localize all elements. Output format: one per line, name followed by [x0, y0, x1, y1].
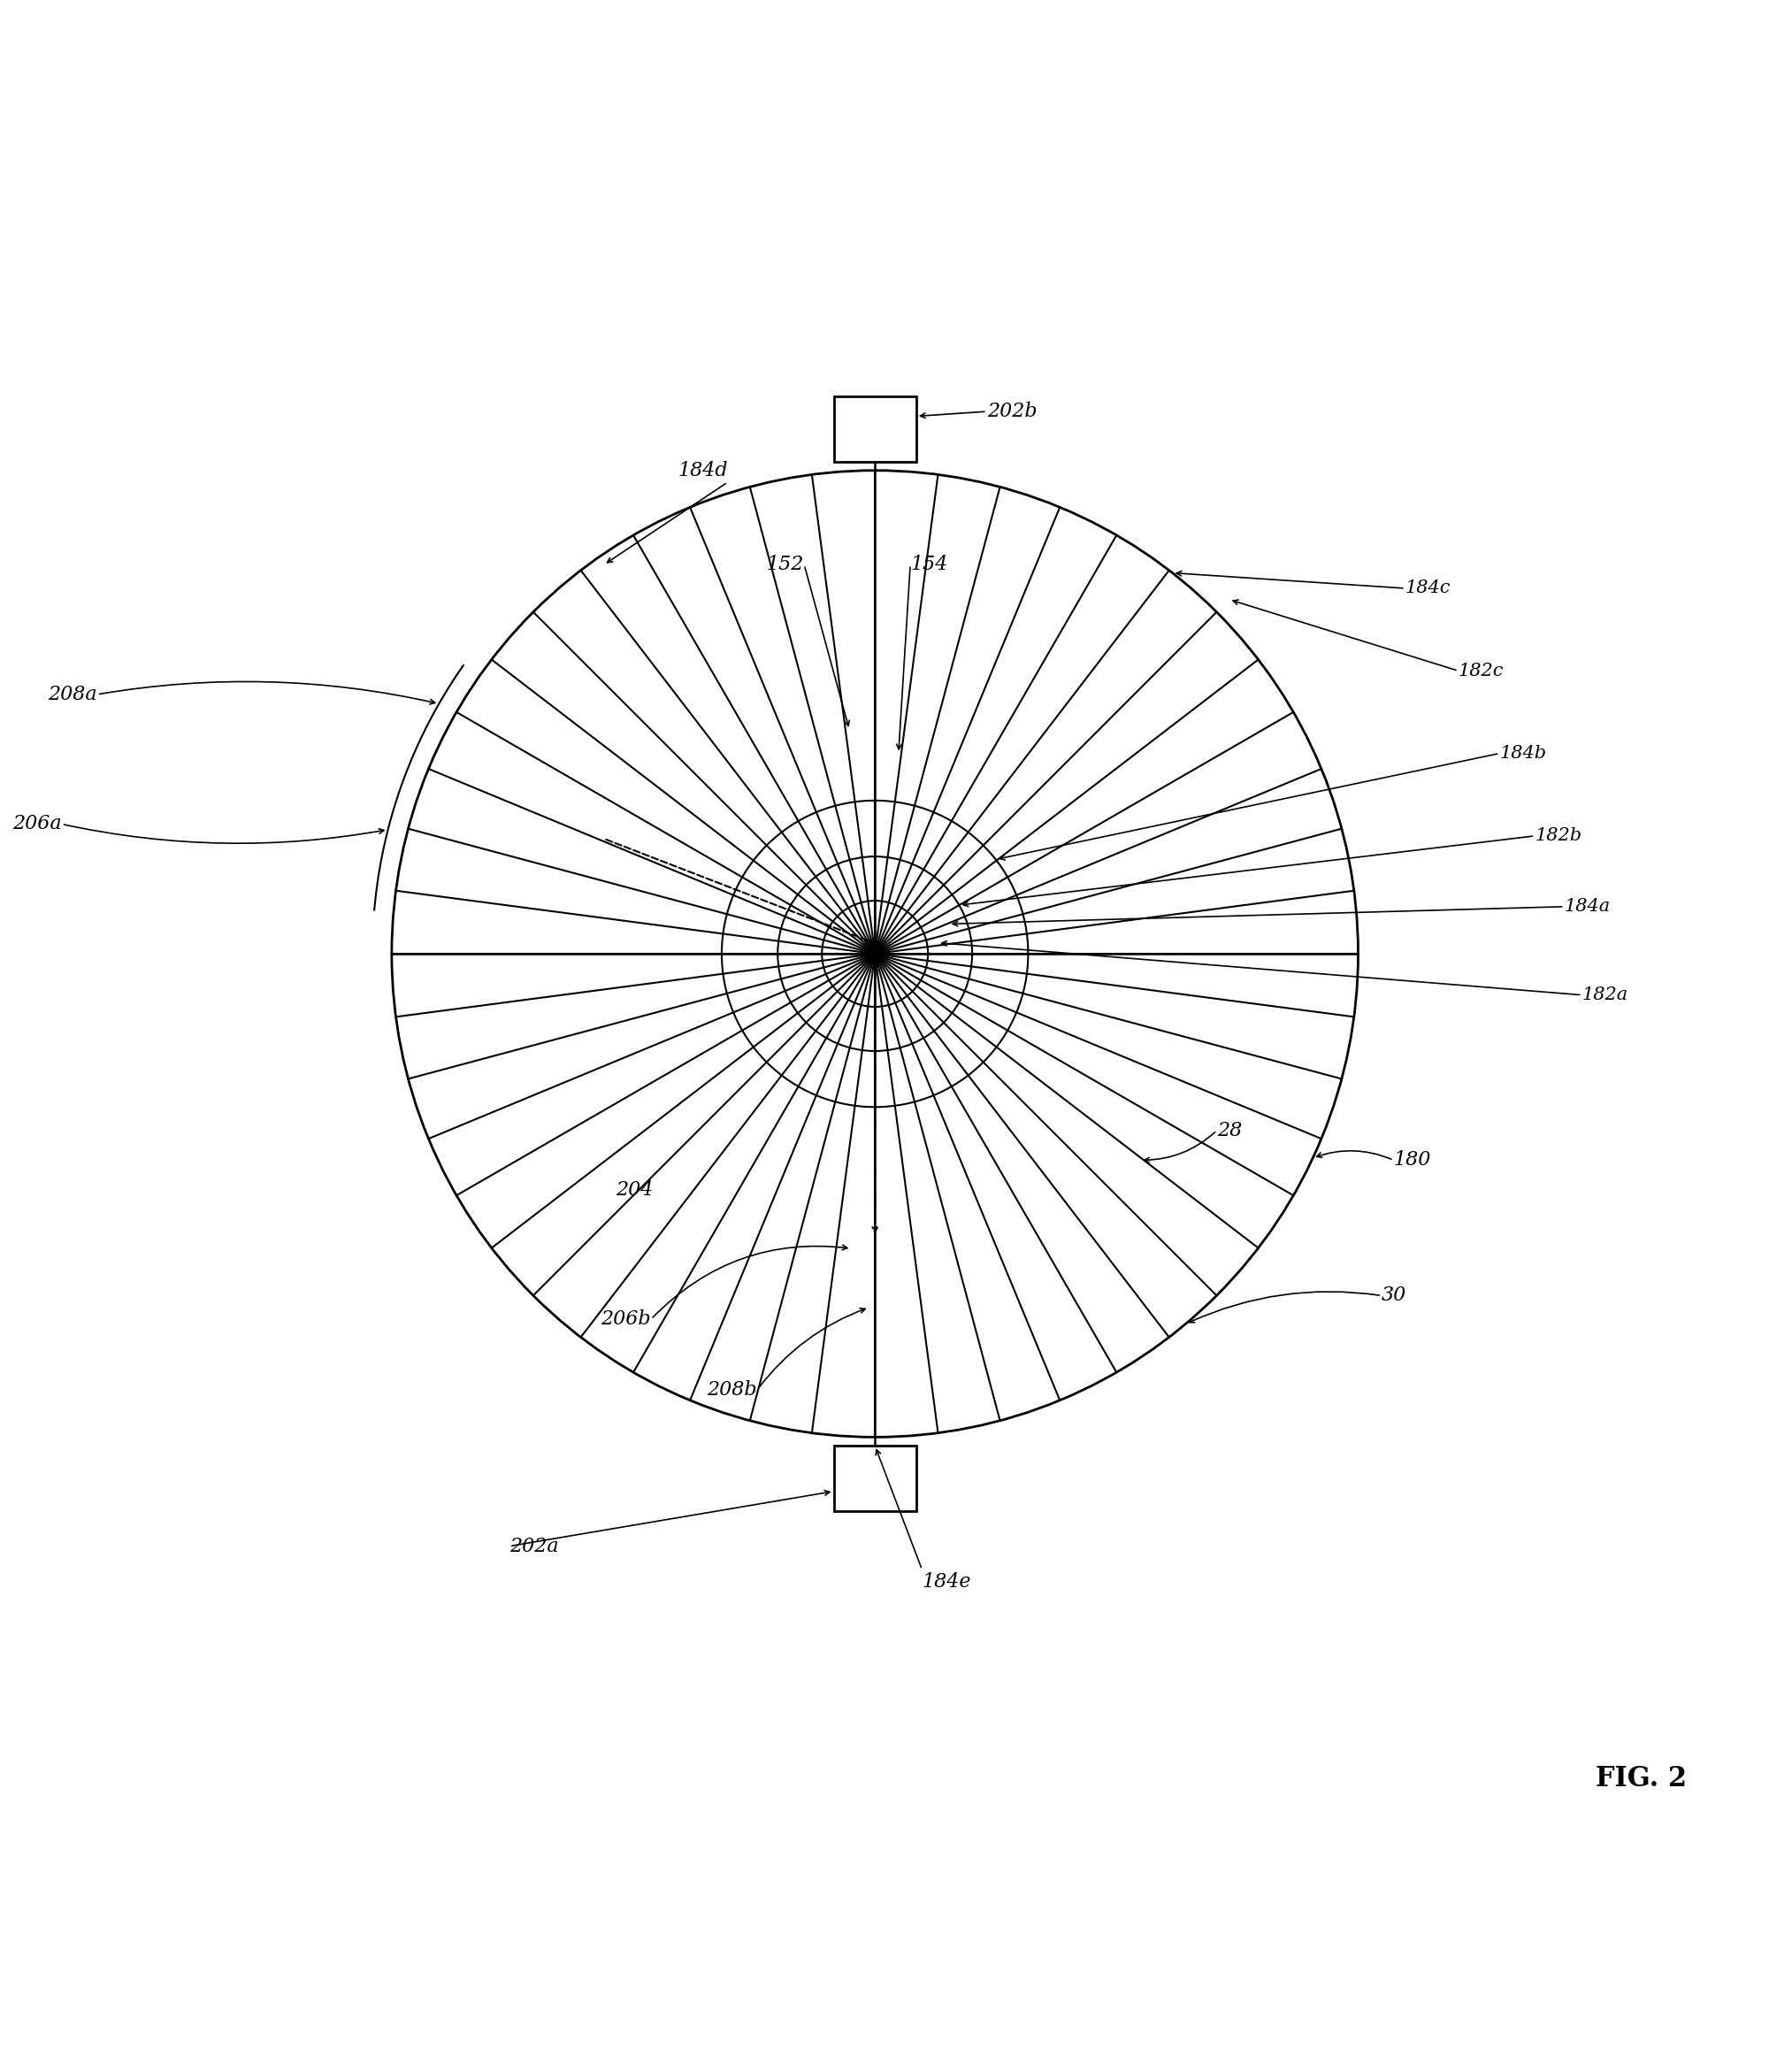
Text: 208b: 208b [708, 1381, 756, 1399]
Text: 182c: 182c [1459, 662, 1503, 680]
Text: 182b: 182b [1536, 828, 1582, 844]
Text: FIG. 2: FIG. 2 [1595, 1766, 1686, 1793]
Text: 204: 204 [616, 1180, 652, 1199]
Text: 182a: 182a [1582, 988, 1629, 1004]
Text: 180: 180 [1394, 1149, 1432, 1170]
Text: 184b: 184b [1500, 746, 1546, 762]
Text: 206b: 206b [600, 1309, 650, 1330]
Text: 208a: 208a [48, 684, 97, 705]
Bar [833, 1447, 916, 1510]
Text: 202b: 202b [987, 402, 1038, 422]
Text: 28: 28 [1217, 1121, 1242, 1141]
Text: 184d: 184d [677, 461, 728, 479]
Text: 184a: 184a [1564, 897, 1611, 916]
Text: 154: 154 [910, 555, 948, 574]
Text: 184c: 184c [1405, 580, 1452, 596]
Bar [833, 398, 916, 461]
Text: 184e: 184e [923, 1572, 971, 1592]
Text: 202a: 202a [509, 1537, 559, 1555]
Text: 30: 30 [1382, 1287, 1407, 1305]
Text: 152: 152 [767, 555, 805, 574]
Text: 206a: 206a [13, 813, 61, 834]
